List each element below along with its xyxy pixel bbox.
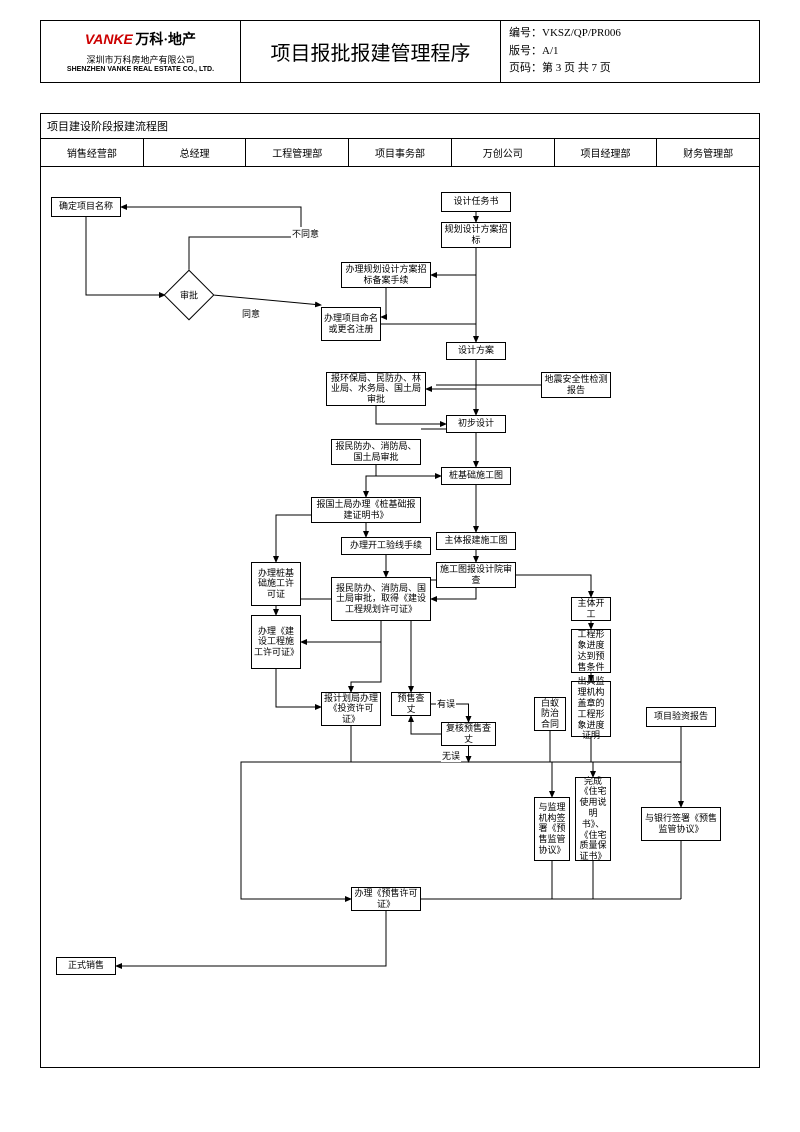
flow-node: 复核预售查丈 (441, 722, 496, 746)
column-header: 销售经营部 (41, 139, 144, 166)
flow-node: 确定项目名称 (51, 197, 121, 217)
column-header: 工程管理部 (246, 139, 349, 166)
flow-node: 工程形象进度达到预售条件 (571, 629, 611, 673)
flow-label: 不同意 (291, 227, 320, 240)
flow-node: 完成《住宅使用说明书》、《住宅质量保证书》 (575, 777, 611, 861)
flow-node: 办理《建设工程施工许可证》 (251, 615, 301, 669)
meta-ver-label: 版号： (509, 45, 542, 57)
flow-node: 规划设计方案招标 (441, 222, 511, 248)
flow-node: 出具监理机构盖章的工程形象进度证明 (571, 681, 611, 737)
header-table: VANKE 万科·地产 深圳市万科房地产有限公司 SHENZHEN VANKE … (40, 20, 760, 83)
flow-node: 主体开工 (571, 597, 611, 621)
flow-node: 报环保局、民防办、林业局、水务局、国土局审批 (326, 372, 426, 406)
flow-node: 桩基础施工图 (441, 467, 511, 485)
flow-node: 白蚁防治合同 (534, 697, 566, 731)
meta-page: 第 3 页 共 7 页 (542, 62, 611, 74)
column-header: 万创公司 (452, 139, 555, 166)
flow-node: 报民防办、消防局、国土局审批 (331, 439, 421, 465)
flow-canvas: 确定项目名称审批 设计任务书规划设计方案招标办理规划设计方案招标备案手续办理项目命… (41, 167, 759, 1067)
flow-node: 地震安全性检测报告 (541, 372, 611, 398)
logo-brand: VANKE (85, 31, 133, 47)
logo-cn: 万科·地产 (135, 33, 196, 48)
doc-title: 项目报批报建管理程序 (241, 21, 501, 83)
flow-node: 初步设计 (446, 415, 506, 433)
flow-node: 设计任务书 (441, 192, 511, 212)
flow-node: 办理《预售许可证》 (351, 887, 421, 911)
flow-node: 办理项目命名或更名注册 (321, 307, 381, 341)
flow-node: 与监理机构签署《预售监管协议》 (534, 797, 570, 861)
company-en: SHENZHEN VANKE REAL ESTATE CO., LTD. (49, 66, 232, 73)
flow-title: 项目建设阶段报建流程图 (41, 114, 759, 139)
column-header: 财务管理部 (657, 139, 759, 166)
flow-node: 预售查丈 (391, 692, 431, 716)
meta-cell: 编号：VKSZ/QP/PR006 版号：A/1 页码：第 3 页 共 7 页 (501, 21, 760, 83)
flow-node: 报民防办、消防局、国土局审批，取得《建设工程规划许可证》 (331, 577, 431, 621)
flow-node: 办理开工验线手续 (341, 537, 431, 555)
flow-label: 无误 (441, 749, 461, 762)
logo-cell: VANKE 万科·地产 深圳市万科房地产有限公司 SHENZHEN VANKE … (41, 21, 241, 83)
column-header: 项目经理部 (555, 139, 658, 166)
flow-node: 正式销售 (56, 957, 116, 975)
meta-code-label: 编号： (509, 27, 542, 39)
meta-ver: A/1 (542, 45, 559, 57)
meta-code: VKSZ/QP/PR006 (542, 27, 621, 39)
flow-label: 同意 (241, 307, 261, 320)
flow-node: 办理规划设计方案招标备案手续 (341, 262, 431, 288)
flow-node: 报计划局办理《投资许可证》 (321, 692, 381, 726)
column-header: 项目事务部 (349, 139, 452, 166)
flow-node: 与银行签署《预售监管协议》 (641, 807, 721, 841)
flow-node: 报国土局办理《桩基础报建证明书》 (311, 497, 421, 523)
flowchart: 项目建设阶段报建流程图 销售经营部总经理工程管理部项目事务部万创公司项目经理部财… (40, 113, 760, 1068)
flow-label: 有误 (436, 697, 456, 710)
flow-node: 项目验资报告 (646, 707, 716, 727)
column-header: 总经理 (144, 139, 247, 166)
meta-page-label: 页码： (509, 62, 542, 74)
column-headers: 销售经营部总经理工程管理部项目事务部万创公司项目经理部财务管理部 (41, 139, 759, 167)
decision-node: 审批 (171, 277, 207, 313)
flow-node: 设计方案 (446, 342, 506, 360)
flow-node: 施工图报设计院审查 (436, 562, 516, 588)
flow-node: 办理桩基础施工许可证 (251, 562, 301, 606)
flow-node: 主体报建施工图 (436, 532, 516, 550)
company-cn: 深圳市万科房地产有限公司 (49, 53, 232, 66)
